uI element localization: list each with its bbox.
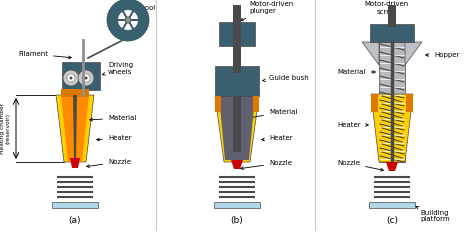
Text: Heater: Heater xyxy=(337,122,368,128)
Bar xyxy=(61,89,89,97)
Text: Material: Material xyxy=(241,109,297,120)
Text: Heating chamber
(reservoir): Heating chamber (reservoir) xyxy=(0,102,10,154)
Text: Heater: Heater xyxy=(262,135,292,141)
Polygon shape xyxy=(70,158,80,168)
Text: (b): (b) xyxy=(231,215,243,224)
Text: Nozzle: Nozzle xyxy=(87,159,131,168)
Bar xyxy=(253,96,259,112)
Polygon shape xyxy=(405,42,422,65)
Text: (c): (c) xyxy=(386,215,398,224)
Polygon shape xyxy=(371,94,413,162)
Text: (a): (a) xyxy=(69,215,81,224)
Circle shape xyxy=(82,74,90,82)
Text: Driving
wheels: Driving wheels xyxy=(102,61,133,75)
Bar xyxy=(215,96,221,112)
Polygon shape xyxy=(61,95,89,162)
Text: Material: Material xyxy=(90,115,137,121)
Circle shape xyxy=(78,70,94,86)
Text: Heater: Heater xyxy=(97,135,132,141)
Bar xyxy=(233,5,241,73)
Polygon shape xyxy=(73,95,77,158)
Bar xyxy=(215,66,259,96)
Circle shape xyxy=(67,74,75,82)
Polygon shape xyxy=(386,162,398,171)
Text: Guide bush: Guide bush xyxy=(263,75,309,82)
Bar xyxy=(406,94,413,112)
Text: Nozzle: Nozzle xyxy=(241,160,292,169)
Circle shape xyxy=(63,70,79,86)
Bar xyxy=(371,94,378,112)
Circle shape xyxy=(125,17,131,23)
Bar xyxy=(219,22,255,46)
Text: Spool: Spool xyxy=(131,3,156,11)
Text: Nozzle: Nozzle xyxy=(337,160,383,171)
Polygon shape xyxy=(362,42,379,65)
Circle shape xyxy=(70,76,73,79)
Text: Building
platform: Building platform xyxy=(416,206,450,223)
Circle shape xyxy=(118,10,138,30)
Bar xyxy=(52,202,98,208)
Polygon shape xyxy=(215,96,259,162)
Polygon shape xyxy=(231,160,243,169)
Polygon shape xyxy=(219,96,255,160)
Circle shape xyxy=(84,76,88,79)
Text: Filament: Filament xyxy=(18,51,71,59)
Text: Motor-driven
plunger: Motor-driven plunger xyxy=(240,1,293,21)
Text: Hopper: Hopper xyxy=(426,52,459,58)
Bar xyxy=(388,5,396,27)
Bar xyxy=(369,202,415,208)
Circle shape xyxy=(110,3,146,38)
Text: Motor-driven
screw: Motor-driven screw xyxy=(365,1,409,20)
Bar xyxy=(379,42,405,162)
Bar xyxy=(62,62,100,90)
Polygon shape xyxy=(56,95,94,162)
Bar xyxy=(233,96,241,152)
Bar xyxy=(370,24,414,42)
Bar xyxy=(214,202,260,208)
Text: Material: Material xyxy=(337,69,375,75)
